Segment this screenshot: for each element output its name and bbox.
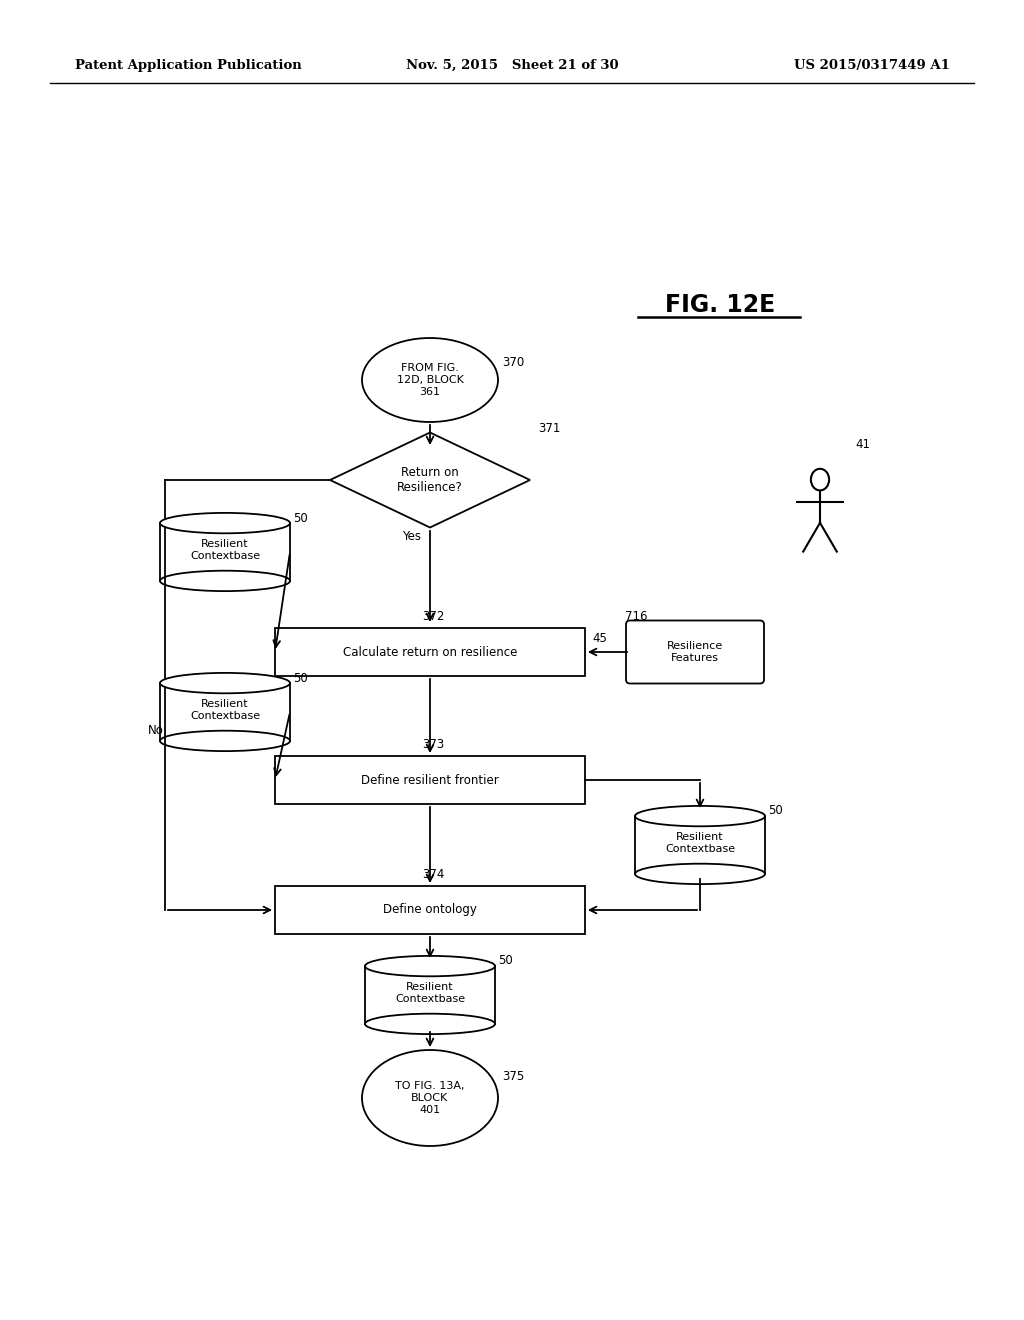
Bar xyxy=(275,886,585,935)
Ellipse shape xyxy=(635,807,765,826)
Text: Define resilient frontier: Define resilient frontier xyxy=(361,774,499,787)
Text: 716: 716 xyxy=(625,610,647,623)
Ellipse shape xyxy=(365,956,495,977)
Text: 50: 50 xyxy=(293,672,308,685)
Text: FROM FIG.
12D, BLOCK
361: FROM FIG. 12D, BLOCK 361 xyxy=(396,363,464,396)
Ellipse shape xyxy=(160,673,290,693)
Text: Calculate return on resilience: Calculate return on resilience xyxy=(343,645,517,659)
Text: 372: 372 xyxy=(422,610,444,623)
Ellipse shape xyxy=(160,513,290,533)
Text: 373: 373 xyxy=(422,738,444,751)
Text: 41: 41 xyxy=(855,438,870,451)
Text: Yes: Yes xyxy=(402,531,421,544)
Text: Resilience
Features: Resilience Features xyxy=(667,642,723,663)
Text: Nov. 5, 2015   Sheet 21 of 30: Nov. 5, 2015 Sheet 21 of 30 xyxy=(406,58,618,71)
Text: 50: 50 xyxy=(293,511,308,524)
Text: 370: 370 xyxy=(502,355,524,368)
Text: 50: 50 xyxy=(768,804,782,817)
Text: Define ontology: Define ontology xyxy=(383,903,477,916)
Text: Resilient
Contextbase: Resilient Contextbase xyxy=(665,832,735,854)
Bar xyxy=(275,756,585,804)
Text: TO FIG. 13A,
BLOCK
401: TO FIG. 13A, BLOCK 401 xyxy=(395,1081,465,1114)
Bar xyxy=(275,628,585,676)
Text: Resilient
Contextbase: Resilient Contextbase xyxy=(395,982,465,1003)
Text: 375: 375 xyxy=(502,1069,524,1082)
Text: No: No xyxy=(148,723,164,737)
Text: Resilient
Contextbase: Resilient Contextbase xyxy=(189,700,260,721)
Text: FIG. 12E: FIG. 12E xyxy=(665,293,775,317)
Text: Return on
Resilience?: Return on Resilience? xyxy=(397,466,463,494)
Text: US 2015/0317449 A1: US 2015/0317449 A1 xyxy=(795,58,950,71)
Text: Resilient
Contextbase: Resilient Contextbase xyxy=(189,539,260,561)
Text: 50: 50 xyxy=(498,954,513,968)
Text: 371: 371 xyxy=(538,421,560,434)
Text: 374: 374 xyxy=(422,867,444,880)
Text: Patent Application Publication: Patent Application Publication xyxy=(75,58,302,71)
Text: 45: 45 xyxy=(592,631,607,644)
